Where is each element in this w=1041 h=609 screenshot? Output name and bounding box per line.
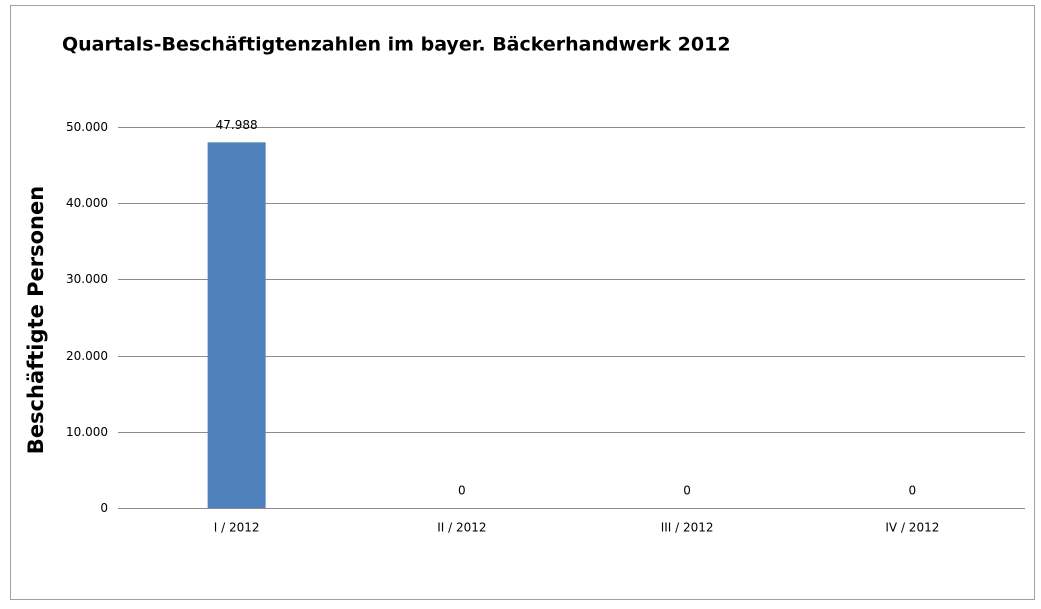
y-tick-label: 40.000 xyxy=(66,196,108,210)
y-tick-label: 50.000 xyxy=(66,120,108,134)
y-tick-label: 30.000 xyxy=(66,272,108,286)
chart-title: Quartals-Beschäftigtenzahlen im bayer. B… xyxy=(62,34,731,56)
x-tick-label: II / 2012 xyxy=(437,521,486,535)
chart-frame xyxy=(10,5,1035,600)
y-tick-label: 20.000 xyxy=(66,349,108,363)
x-tick-label: IV / 2012 xyxy=(885,521,939,535)
bar xyxy=(207,142,266,509)
data-label: 47.988 xyxy=(216,118,258,132)
y-tick-label: 10.000 xyxy=(66,425,108,439)
x-tick-label: III / 2012 xyxy=(661,521,714,535)
y-axis-label: Beschäftigte Personen xyxy=(24,186,48,454)
y-tick-label: 0 xyxy=(100,501,108,515)
data-label: 0 xyxy=(909,484,917,498)
data-label: 0 xyxy=(683,484,691,498)
x-tick-label: I / 2012 xyxy=(214,521,260,535)
data-label: 0 xyxy=(458,484,466,498)
